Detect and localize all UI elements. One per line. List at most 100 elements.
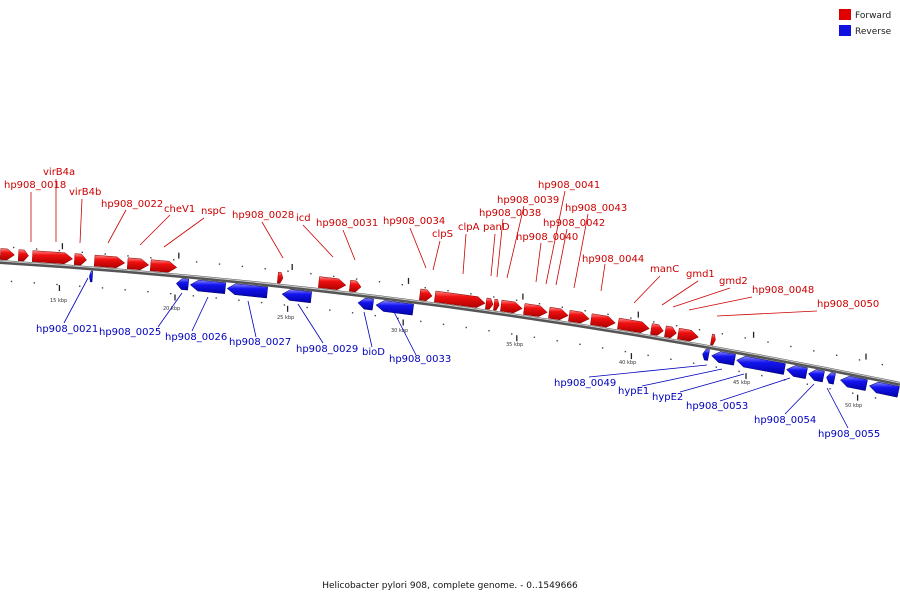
- gene-leader-line-forward: [342, 229, 356, 261]
- gene-leader-line-forward: [555, 228, 568, 286]
- gene-arrow-reverse: [89, 270, 94, 283]
- scale-dot: [127, 255, 129, 257]
- gene-arrow-reverse: [226, 283, 268, 299]
- gene-leader-line-forward: [535, 242, 542, 283]
- scale-dot: [675, 325, 678, 327]
- gene-leader-line-reverse: [297, 303, 324, 344]
- scale-dot: [310, 273, 312, 275]
- gene-arrow-forward: [126, 257, 150, 271]
- gene-label-forward: clpS: [432, 229, 453, 240]
- gene-arrow-forward: [617, 317, 650, 333]
- gene-label-reverse: hp908_0049: [554, 378, 616, 389]
- gene-leader-line-forward: [409, 227, 427, 269]
- gene-label-forward: hp908_0038: [479, 208, 541, 219]
- scale-dot: [738, 370, 740, 373]
- gene-leader-line-reverse: [641, 368, 723, 387]
- gene-arrow-reverse: [175, 278, 190, 291]
- scale-dot: [447, 290, 449, 292]
- gene-leader-line-reverse: [784, 383, 815, 415]
- gene-arrow-forward: [677, 327, 699, 342]
- legend-forward-swatch: [839, 9, 851, 20]
- gene-label-reverse: hp908_0027: [229, 337, 291, 348]
- scale-dot: [584, 310, 586, 312]
- gene-arrow-reverse: [736, 355, 786, 375]
- gene-leader-line-reverse: [393, 311, 417, 356]
- scale-label: 35 kbp: [506, 342, 523, 348]
- scale-dot: [858, 359, 861, 361]
- scale-dot: [761, 374, 763, 377]
- gene-label-forward: hp908_0034: [383, 216, 445, 227]
- gene-label-forward: hp908_0040: [516, 232, 578, 243]
- gene-arrow-forward: [419, 288, 433, 302]
- gene-arrow-forward: [73, 253, 87, 266]
- scale-dot: [607, 313, 609, 315]
- scale-dot: [424, 287, 426, 289]
- scale-dot: [101, 287, 104, 289]
- scale-dot: [538, 303, 541, 305]
- gene-arrow-forward: [149, 259, 178, 273]
- gene-label-forward: icd: [296, 213, 311, 224]
- scale-dot: [355, 278, 358, 280]
- gene-label-forward: gmd1: [686, 269, 715, 280]
- scale-dot: [561, 306, 563, 308]
- scale-label: 20 kbp: [163, 306, 180, 312]
- legend-reverse-label: Reverse: [855, 27, 892, 37]
- gene-label-forward: hp908_0028: [232, 210, 294, 221]
- scale-dot: [624, 350, 627, 353]
- gene-arrow-forward: [0, 248, 15, 261]
- scale-dot: [874, 397, 877, 399]
- scale-dot: [58, 249, 61, 252]
- legend-forward-label: Forward: [855, 11, 891, 21]
- gene-label-forward: panD: [483, 222, 510, 233]
- scale-dot: [721, 333, 723, 335]
- gene-arrow-reverse: [868, 381, 900, 398]
- scale-dot: [333, 275, 335, 278]
- scale-dot: [790, 345, 792, 348]
- scale-dot: [579, 343, 581, 345]
- scale-dot: [218, 263, 221, 265]
- scale-label: 30 kbp: [391, 328, 408, 334]
- genome-backbone: [0, 260, 900, 386]
- scale-dot: [829, 388, 831, 390]
- genome-caption: Helicobacter pylori 908, complete genome…: [322, 581, 578, 591]
- scale-dot: [192, 295, 195, 297]
- scale-dot: [374, 314, 376, 317]
- gene-leader-line-reverse: [719, 377, 791, 402]
- scale-dot: [556, 340, 558, 342]
- gene-arrow-forward: [710, 333, 716, 346]
- scale-dot: [881, 363, 883, 366]
- gene-leader-line-forward: [107, 209, 127, 244]
- gene-arrow-forward: [434, 290, 486, 308]
- scale-dot: [470, 293, 472, 295]
- scale-dot: [420, 320, 422, 323]
- gene-label-reverse: hp908_0054: [754, 415, 816, 426]
- scale-dot: [852, 392, 854, 394]
- scale-dot: [806, 383, 808, 385]
- scale-dot: [647, 354, 649, 357]
- gene-label-reverse: hp908_0026: [165, 332, 227, 343]
- gene-label-forward: clpA: [458, 222, 480, 233]
- gene-label-reverse: hp908_0029: [296, 344, 358, 355]
- scale-dot: [493, 296, 495, 298]
- gene-label-reverse: bioD: [362, 347, 385, 358]
- scale-dot: [147, 291, 149, 293]
- scale-dot: [378, 281, 381, 283]
- scale-dot: [813, 350, 815, 352]
- gene-arrow-forward: [500, 299, 523, 314]
- gene-label-forward: hp908_0050: [817, 299, 879, 310]
- gene-arrow-forward: [17, 249, 29, 262]
- scale-dot: [511, 333, 513, 335]
- scale-dot: [601, 347, 604, 349]
- scale-label: 40 kbp: [619, 360, 636, 366]
- scale-dot: [653, 321, 655, 323]
- scale-dot: [241, 265, 243, 268]
- gene-leader-line-reverse: [363, 311, 373, 348]
- gene-leader-line-forward: [163, 217, 205, 248]
- gene-label-reverse: hypE1: [618, 386, 649, 397]
- gene-leader-line-forward: [716, 310, 818, 317]
- scale-dot: [283, 304, 286, 306]
- gene-label-forward: hp908_0042: [543, 218, 605, 229]
- gene-arrow-reverse: [808, 369, 825, 383]
